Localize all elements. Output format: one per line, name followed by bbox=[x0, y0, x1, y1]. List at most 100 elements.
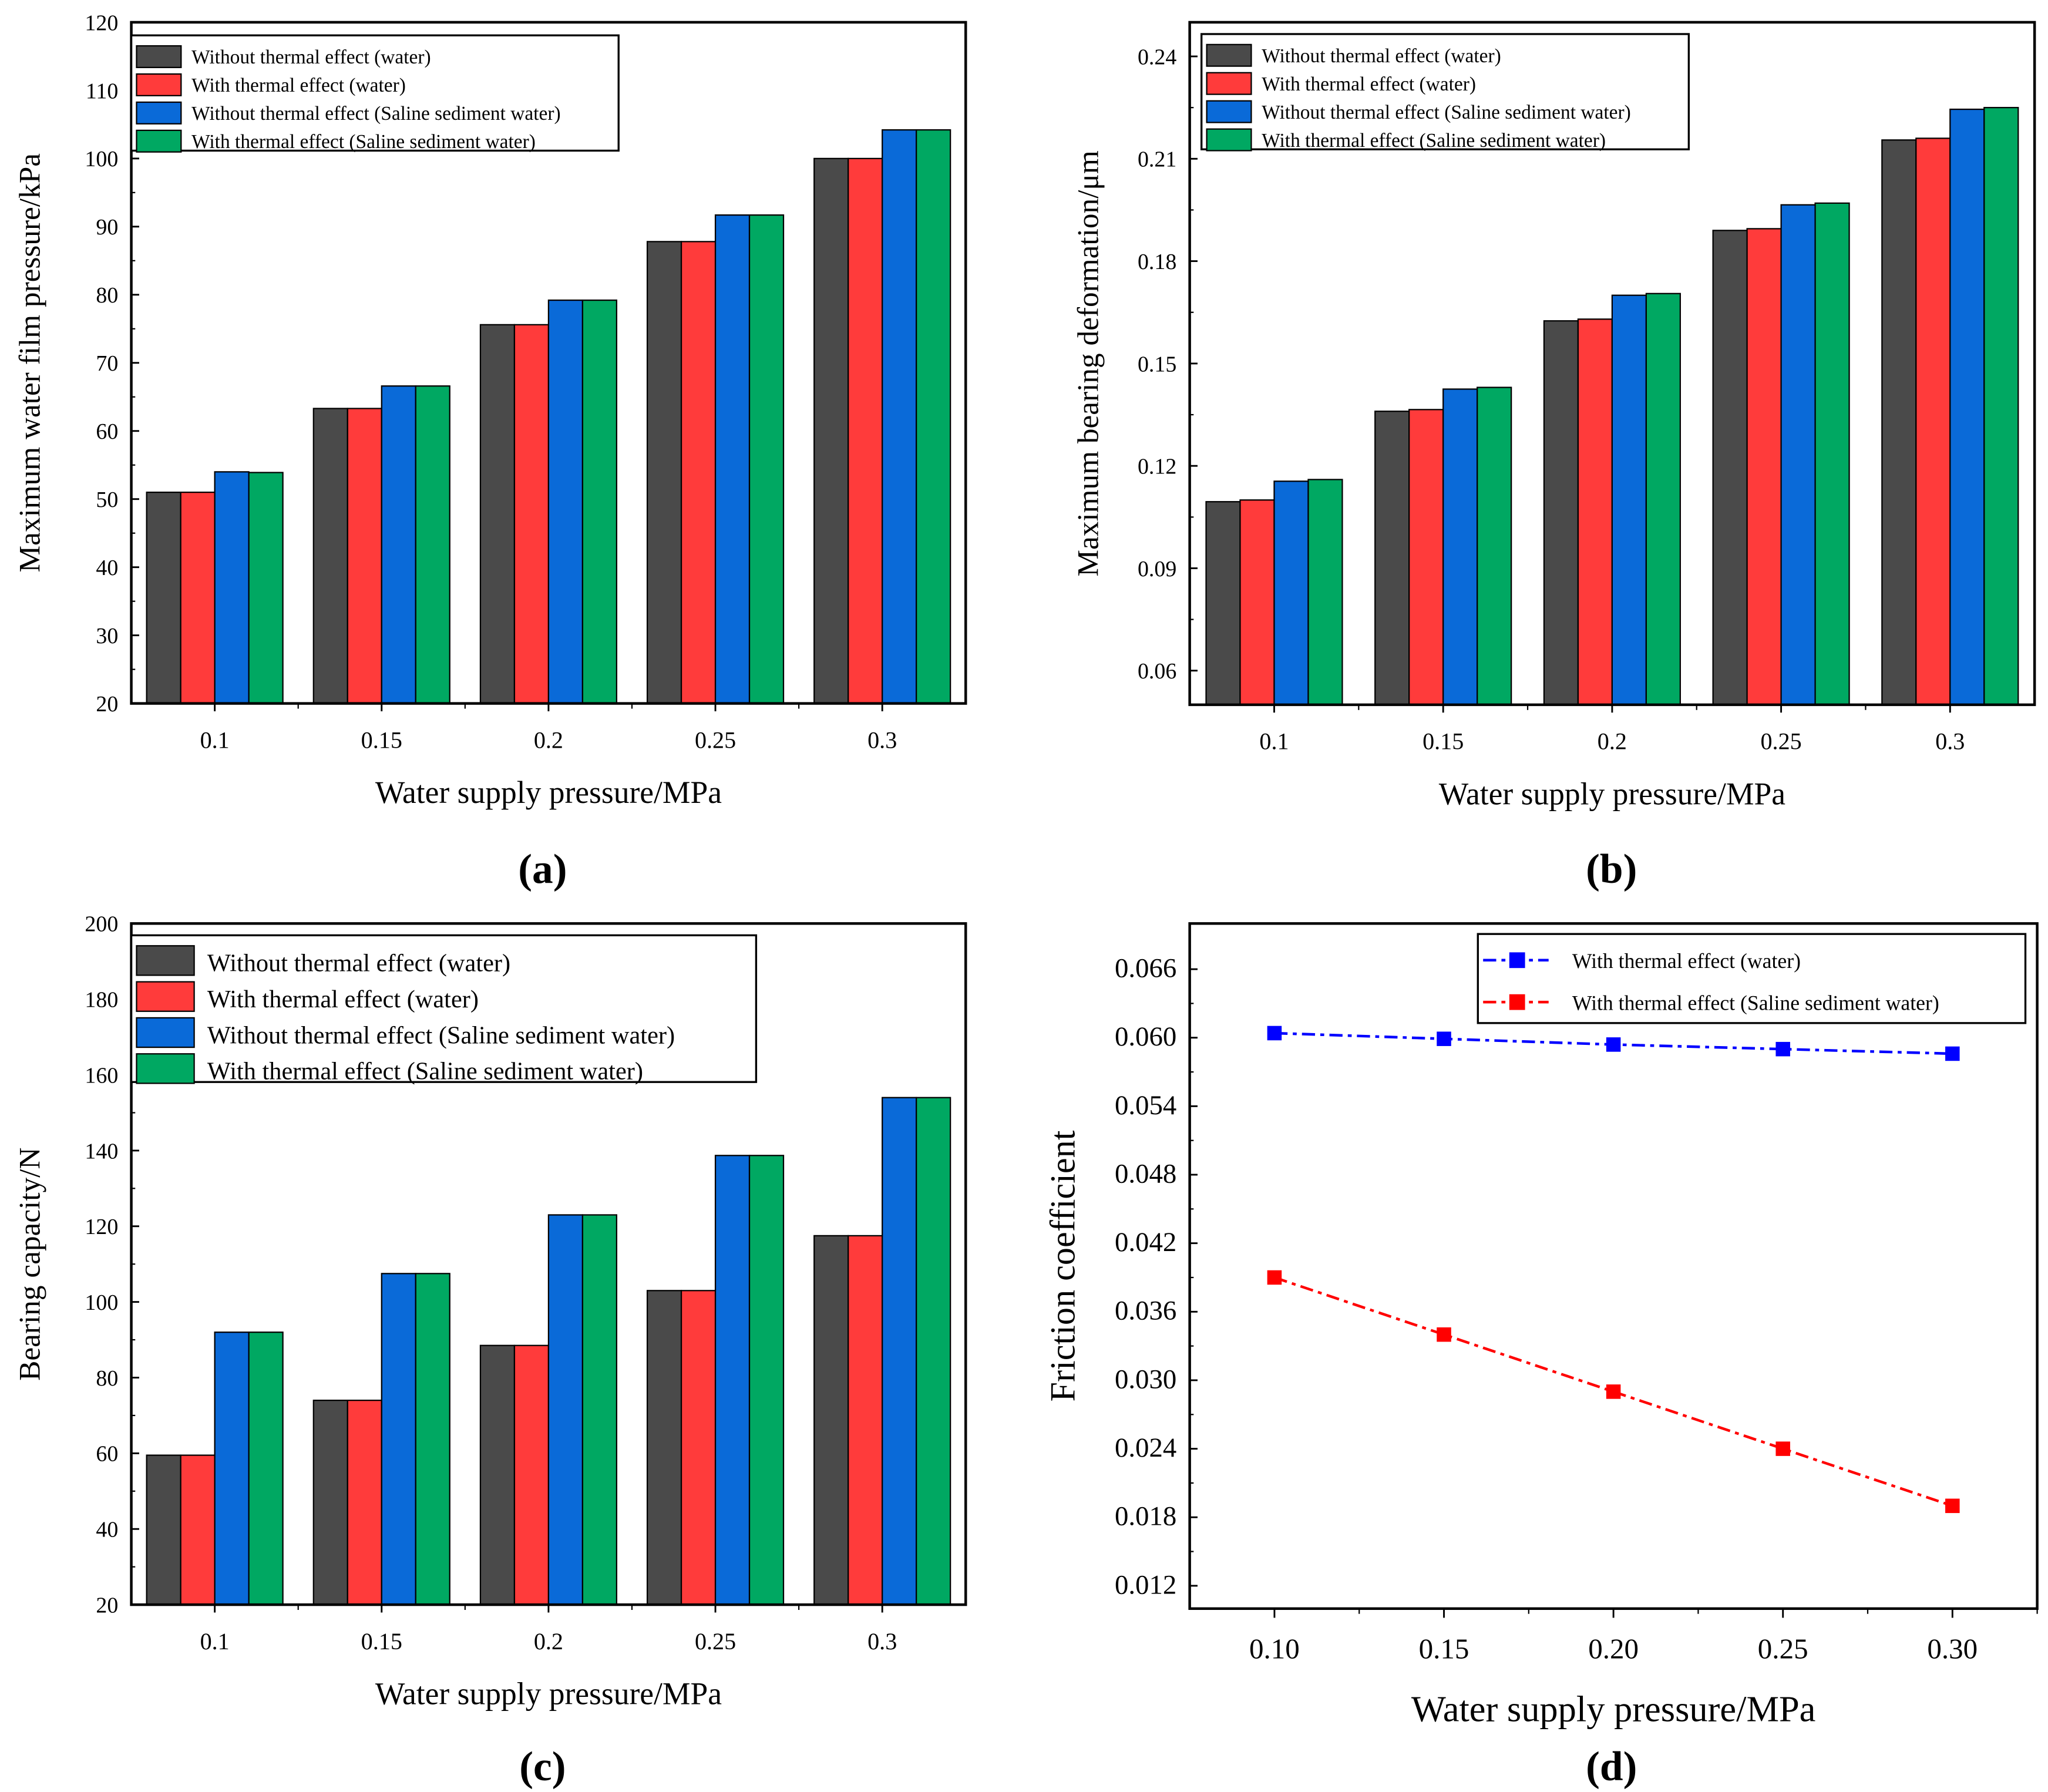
y-tick-label: 50 bbox=[96, 487, 118, 512]
bar bbox=[180, 492, 216, 704]
bar bbox=[415, 385, 450, 704]
y-tick-label: 0.15 bbox=[1138, 352, 1176, 376]
chart-panel-1: 0.06 0.09 0.12 0.15 0.18 0.21 0.24 0.1 0.15 0.2 0.… bbox=[1072, 21, 2036, 892]
panel-label: (d) bbox=[1586, 1743, 1637, 1790]
y-tick-label: 40 bbox=[96, 556, 118, 580]
bar bbox=[882, 1097, 917, 1606]
legend-box bbox=[1200, 33, 1690, 150]
y-tick-label: 100 bbox=[85, 1290, 118, 1315]
y-tick-label: 0.054 bbox=[1115, 1090, 1176, 1121]
data-point bbox=[1945, 1498, 1960, 1514]
bar bbox=[248, 472, 284, 704]
bar bbox=[312, 408, 348, 704]
y-tick-label: 140 bbox=[85, 1139, 118, 1164]
legend-label: With thermal effect (Saline sediment wat… bbox=[207, 1058, 643, 1085]
bar bbox=[1949, 108, 1985, 705]
legend-box bbox=[130, 934, 758, 1083]
bar bbox=[214, 471, 250, 704]
bar bbox=[146, 1454, 181, 1606]
bar bbox=[312, 1400, 348, 1606]
bar bbox=[1273, 480, 1309, 705]
bar bbox=[513, 324, 550, 704]
plot-frame bbox=[1188, 922, 2039, 1610]
x-tick-label: 0.15 bbox=[361, 727, 402, 753]
x-tick-label: 0.25 bbox=[1758, 1633, 1808, 1665]
y-tick-label: 160 bbox=[85, 1063, 118, 1088]
bar bbox=[581, 1214, 618, 1606]
bar bbox=[714, 214, 751, 704]
y-tick-label: 90 bbox=[96, 215, 118, 240]
legend-label: Without thermal effect (Saline sediment … bbox=[1262, 102, 1630, 123]
y-tick-label: 60 bbox=[96, 1442, 118, 1467]
bar bbox=[479, 1344, 516, 1606]
bar bbox=[646, 1290, 682, 1606]
bar bbox=[146, 492, 181, 704]
x-tick-label: 0.25 bbox=[695, 727, 736, 753]
bar bbox=[1780, 204, 1816, 705]
panel-label: (a) bbox=[518, 846, 567, 892]
y-tick-label: 0.042 bbox=[1115, 1227, 1176, 1258]
y-tick-label: 0.06 bbox=[1138, 659, 1176, 684]
bar bbox=[479, 324, 516, 704]
bar bbox=[1543, 320, 1579, 705]
legend-label: With thermal effect (Saline sediment wat… bbox=[1572, 991, 1939, 1015]
legend-swatch bbox=[1206, 128, 1252, 152]
bar bbox=[813, 1235, 849, 1606]
bar bbox=[1577, 318, 1613, 705]
plot-frame bbox=[1188, 21, 2036, 707]
bar bbox=[916, 129, 951, 704]
bar bbox=[1645, 292, 1681, 705]
y-tick-label: 0.030 bbox=[1115, 1364, 1176, 1394]
x-axis-label: Water supply pressure/MPa bbox=[375, 775, 722, 810]
bar bbox=[381, 1273, 416, 1606]
x-tick-label: 0.3 bbox=[867, 727, 897, 753]
y-tick-label: 0.21 bbox=[1138, 147, 1176, 172]
y-tick-label: 20 bbox=[96, 692, 118, 717]
bar bbox=[1239, 499, 1275, 705]
bar bbox=[1611, 294, 1647, 705]
data-point bbox=[1775, 1441, 1790, 1456]
y-tick-label: 80 bbox=[96, 283, 118, 308]
legend-label: Without thermal effect (water) bbox=[1262, 45, 1501, 67]
legend-label: With thermal effect (Saline sediment wat… bbox=[191, 131, 536, 153]
legend-swatch bbox=[136, 981, 195, 1012]
bar bbox=[1915, 137, 1951, 705]
y-tick-label: 0.12 bbox=[1138, 455, 1176, 479]
legend-swatch bbox=[136, 73, 182, 96]
y-tick-label: 40 bbox=[96, 1518, 118, 1542]
bar bbox=[1205, 501, 1241, 705]
bar bbox=[882, 129, 917, 704]
x-tick-label: 0.20 bbox=[1588, 1633, 1639, 1665]
x-tick-label: 0.15 bbox=[1422, 728, 1464, 755]
legend-label: With thermal effect (water) bbox=[191, 75, 406, 96]
legend-label: With thermal effect (water) bbox=[1572, 949, 1801, 973]
y-tick-label: 0.060 bbox=[1115, 1021, 1176, 1052]
panel-label: (c) bbox=[519, 1743, 566, 1790]
bar bbox=[680, 1290, 717, 1606]
y-tick-label: 180 bbox=[85, 988, 118, 1013]
bar bbox=[347, 408, 382, 704]
bar bbox=[547, 1214, 584, 1606]
legend-swatch bbox=[136, 129, 182, 153]
bar bbox=[813, 157, 849, 704]
legend-label: Without thermal effect (water) bbox=[191, 46, 431, 68]
y-axis-label: Maximum bearing deformation/μm bbox=[1072, 150, 1105, 576]
legend-label: With thermal effect (water) bbox=[207, 986, 479, 1013]
bar bbox=[1374, 411, 1410, 705]
y-tick-label: 0.18 bbox=[1138, 250, 1176, 274]
y-tick-label: 30 bbox=[96, 624, 118, 648]
data-point bbox=[1775, 1041, 1790, 1057]
legend-swatch bbox=[1206, 72, 1252, 95]
legend-swatch bbox=[136, 1017, 195, 1048]
legend-box bbox=[130, 34, 620, 152]
x-tick-label: 0.2 bbox=[1598, 728, 1627, 755]
x-tick-label: 0.10 bbox=[1249, 1633, 1300, 1665]
x-tick-label: 0.25 bbox=[695, 1628, 736, 1655]
x-tick-label: 0.25 bbox=[1760, 728, 1801, 755]
bar bbox=[714, 1155, 751, 1606]
x-tick-label: 0.1 bbox=[200, 727, 230, 753]
bar bbox=[848, 157, 883, 704]
y-tick-label: 20 bbox=[96, 1593, 118, 1618]
